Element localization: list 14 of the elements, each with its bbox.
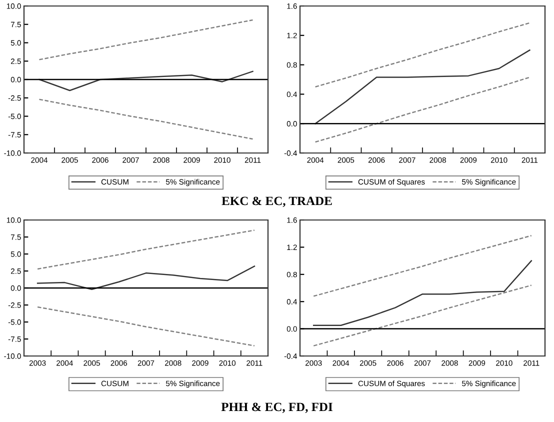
line-series: [36, 306, 256, 346]
line-series: [36, 230, 256, 270]
line-series: [38, 98, 254, 140]
line-series: [36, 266, 256, 290]
text: PHH & EC, FD, FDI: [221, 402, 332, 413]
line-series: [314, 49, 530, 124]
line-series: [314, 22, 530, 88]
line-series: [38, 70, 254, 92]
line-series: [314, 76, 530, 143]
line-series: [312, 260, 532, 326]
text: EKC & EC, TRADE: [222, 196, 332, 207]
line-series: [312, 284, 532, 346]
line-series: [38, 19, 254, 60]
line-series: [312, 235, 532, 297]
